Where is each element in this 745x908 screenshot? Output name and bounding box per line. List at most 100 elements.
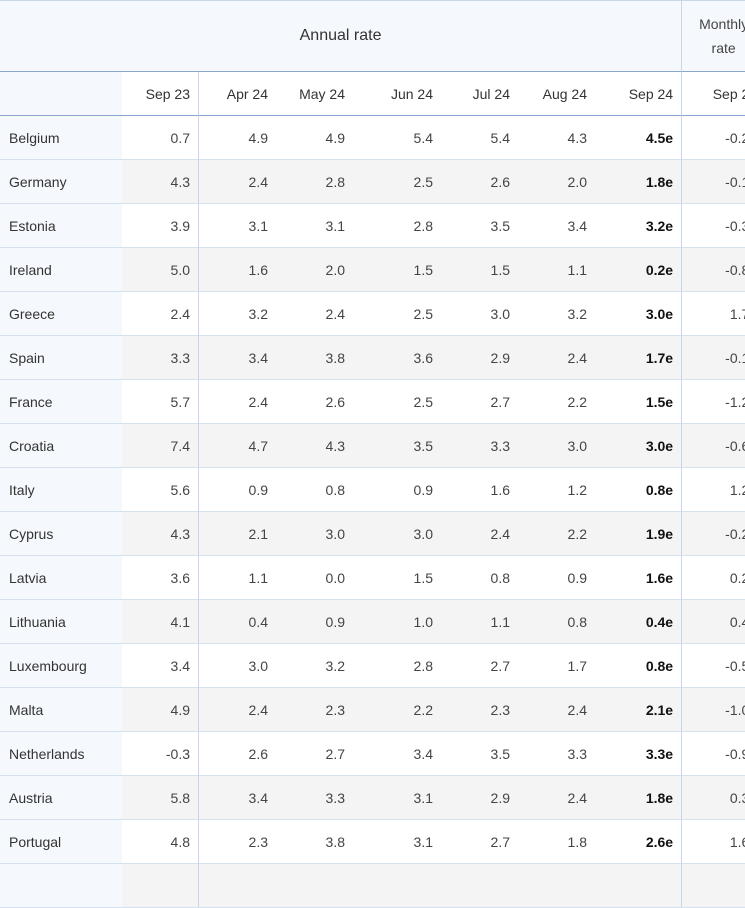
annual-rate-cell: 5.4 bbox=[441, 116, 518, 160]
annual-rate-cell: 2.4 bbox=[199, 380, 276, 424]
annual-rate-cell: 3.0 bbox=[518, 424, 595, 468]
country-name: Germany bbox=[0, 160, 122, 204]
annual-rate-cell: 2.3 bbox=[199, 820, 276, 864]
annual-rate-cell: 1.1 bbox=[518, 248, 595, 292]
current-annual-rate-cell bbox=[595, 864, 682, 908]
monthly-rate-header: Monthly rate bbox=[681, 0, 745, 72]
current-annual-rate-cell: 2.1e bbox=[595, 688, 682, 732]
annual-rate-cell: 2.5 bbox=[353, 292, 441, 336]
monthly-rate-line2: rate bbox=[711, 40, 736, 56]
annual-rate-cell: 3.3 bbox=[122, 336, 199, 380]
header-row-top: Annual rate Monthly rate bbox=[0, 0, 745, 72]
country-name: Portugal bbox=[0, 820, 122, 864]
column-header: Aug 24 bbox=[518, 72, 595, 116]
annual-rate-cell: 3.8 bbox=[276, 820, 353, 864]
monthly-rate-cell: -0.1e bbox=[681, 336, 745, 380]
current-annual-rate-cell: 1.5e bbox=[595, 380, 682, 424]
annual-rate-cell: 2.2 bbox=[353, 688, 441, 732]
column-header: Jun 24 bbox=[353, 72, 441, 116]
current-annual-rate-cell: 4.5e bbox=[595, 116, 682, 160]
current-annual-rate-cell: 1.6e bbox=[595, 556, 682, 600]
current-annual-rate-cell: 3.0e bbox=[595, 292, 682, 336]
country-name: Ireland bbox=[0, 248, 122, 292]
monthly-rate-cell: -0.1e bbox=[681, 160, 745, 204]
annual-rate-cell: 1.6 bbox=[441, 468, 518, 512]
annual-rate-cell: 4.9 bbox=[276, 116, 353, 160]
annual-rate-cell: 2.8 bbox=[353, 204, 441, 248]
monthly-rate-cell: -1.2e bbox=[681, 380, 745, 424]
annual-rate-cell: 1.1 bbox=[441, 600, 518, 644]
annual-rate-cell: 3.5 bbox=[353, 424, 441, 468]
annual-rate-cell: 3.4 bbox=[122, 644, 199, 688]
country-name: Austria bbox=[0, 776, 122, 820]
annual-rate-cell: 2.0 bbox=[276, 248, 353, 292]
country-name: Spain bbox=[0, 336, 122, 380]
annual-rate-cell: 1.5 bbox=[441, 248, 518, 292]
annual-rate-cell: 2.6 bbox=[276, 380, 353, 424]
country-name: Netherlands bbox=[0, 732, 122, 776]
annual-rate-cell: 1.1 bbox=[199, 556, 276, 600]
annual-rate-cell: 2.4 bbox=[276, 292, 353, 336]
annual-rate-cell: 5.6 bbox=[122, 468, 199, 512]
annual-rate-cell: 4.3 bbox=[122, 160, 199, 204]
annual-rate-cell: 4.9 bbox=[122, 688, 199, 732]
annual-rate-cell: 0.9 bbox=[353, 468, 441, 512]
country-name: France bbox=[0, 380, 122, 424]
annual-rate-cell: 2.1 bbox=[199, 512, 276, 556]
annual-rate-cell: 3.0 bbox=[276, 512, 353, 556]
current-annual-rate-cell: 2.6e bbox=[595, 820, 682, 864]
annual-rate-cell: 3.6 bbox=[122, 556, 199, 600]
country-name: Lithuania bbox=[0, 600, 122, 644]
annual-rate-header: Annual rate bbox=[0, 0, 682, 72]
annual-rate-cell: 2.4 bbox=[518, 336, 595, 380]
annual-rate-cell: 4.1 bbox=[122, 600, 199, 644]
country-name: Greece bbox=[0, 292, 122, 336]
header-row-columns: Sep 23 Apr 24 May 24 Jun 24 Jul 24 Aug 2… bbox=[0, 72, 745, 116]
annual-rate-cell: 3.5 bbox=[441, 732, 518, 776]
current-annual-rate-cell: 1.9e bbox=[595, 512, 682, 556]
annual-rate-cell: 2.4 bbox=[199, 160, 276, 204]
country-name: Luxembourg bbox=[0, 644, 122, 688]
annual-rate-cell: 0.4 bbox=[199, 600, 276, 644]
monthly-rate-cell: 1.2e bbox=[681, 468, 745, 512]
current-annual-rate-cell: 3.2e bbox=[595, 204, 682, 248]
annual-rate-cell: 2.5 bbox=[353, 380, 441, 424]
annual-rate-cell: 2.8 bbox=[353, 644, 441, 688]
current-annual-rate-cell: 0.8e bbox=[595, 468, 682, 512]
annual-rate-cell: 3.8 bbox=[276, 336, 353, 380]
annual-rate-cell: 3.4 bbox=[199, 776, 276, 820]
annual-rate-cell: 0.7 bbox=[122, 116, 199, 160]
annual-rate-cell bbox=[441, 864, 518, 908]
column-header: May 24 bbox=[276, 72, 353, 116]
column-header-monthly: Sep 24 bbox=[681, 72, 745, 116]
monthly-rate-cell: -1.0e bbox=[681, 688, 745, 732]
annual-rate-cell: 0.9 bbox=[518, 556, 595, 600]
annual-rate-cell: 2.8 bbox=[276, 160, 353, 204]
annual-rate-cell: 3.0 bbox=[353, 512, 441, 556]
country-name bbox=[0, 864, 122, 908]
monthly-rate-cell: 0.2e bbox=[681, 556, 745, 600]
current-annual-rate-cell: 1.8e bbox=[595, 776, 682, 820]
annual-rate-cell: 0.9 bbox=[199, 468, 276, 512]
table-row: Netherlands-0.32.62.73.43.53.33.3e-0.9e bbox=[0, 732, 745, 776]
annual-rate-cell: 2.6 bbox=[441, 160, 518, 204]
annual-rate-cell: 7.4 bbox=[122, 424, 199, 468]
country-name: Malta bbox=[0, 688, 122, 732]
monthly-rate-line1: Monthly bbox=[699, 16, 745, 32]
annual-rate-cell: 2.3 bbox=[441, 688, 518, 732]
annual-rate-cell: 3.5 bbox=[441, 204, 518, 248]
annual-rate-cell: 4.9 bbox=[199, 116, 276, 160]
